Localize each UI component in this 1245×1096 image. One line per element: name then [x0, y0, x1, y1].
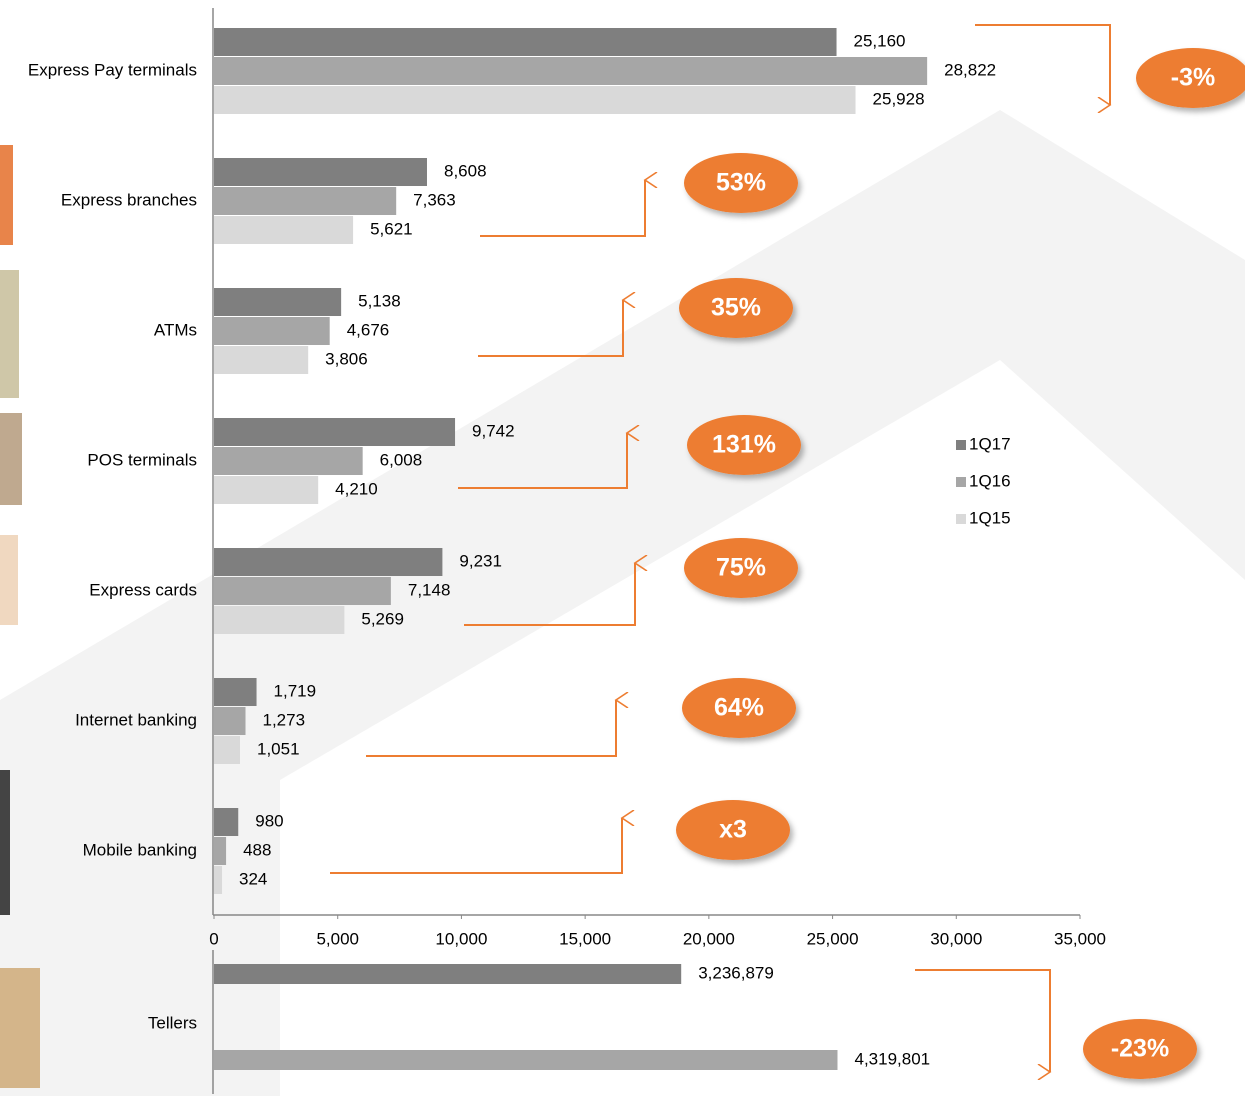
value-label: 324 [239, 869, 267, 888]
legend-swatch [956, 477, 966, 487]
bar [214, 866, 223, 894]
growth-badge [1083, 1019, 1197, 1079]
bar [214, 288, 342, 316]
growth-badge [684, 538, 798, 598]
legend-swatch [956, 514, 966, 524]
x-tick-label: 25,000 [807, 929, 859, 948]
bar [214, 606, 345, 634]
legend-label: 1Q15 [969, 508, 1011, 527]
growth-badge [679, 278, 793, 338]
bar [214, 678, 257, 706]
value-label: 1,719 [274, 681, 317, 700]
bar [214, 548, 443, 576]
legend-label: 1Q17 [969, 434, 1011, 453]
growth-label: x3 [719, 816, 747, 844]
x-tick-label: 10,000 [435, 929, 487, 948]
bar [214, 418, 456, 446]
category-label: Internet banking [75, 710, 197, 729]
category-label: Express branches [61, 190, 197, 209]
value-label: 25,160 [854, 31, 906, 50]
left-photos [0, 145, 40, 1088]
value-label: 5,269 [361, 609, 404, 628]
bar [214, 736, 241, 764]
x-tick-label: 15,000 [559, 929, 611, 948]
category-label: Mobile banking [83, 840, 197, 859]
growth-badge [676, 800, 790, 860]
bar [214, 808, 239, 836]
value-label: 4,210 [335, 479, 378, 498]
value-label: 8,608 [444, 161, 487, 180]
growth-badge [684, 153, 798, 213]
x-tick-label: 20,000 [683, 929, 735, 948]
bar [214, 187, 397, 215]
growth-label: -3% [1171, 64, 1215, 92]
growth-label: 131% [712, 431, 776, 459]
bar [214, 57, 928, 85]
value-label: 4,319,801 [854, 1049, 930, 1068]
bar [214, 577, 391, 605]
value-label: 488 [243, 840, 271, 859]
x-tick-label: 30,000 [930, 929, 982, 948]
category-label: Tellers [148, 1013, 197, 1032]
value-label: 4,676 [347, 320, 390, 339]
value-label: 9,231 [459, 551, 502, 570]
growth-badge [1136, 48, 1245, 108]
bar [214, 707, 246, 735]
value-label: 1,273 [262, 710, 305, 729]
category-label: POS terminals [87, 450, 197, 469]
value-label: 3,236,879 [698, 963, 774, 982]
growth-label: 53% [716, 169, 766, 197]
bar [214, 216, 354, 244]
bar [214, 158, 427, 186]
bar [214, 476, 319, 504]
background-chevron [0, 110, 1245, 1096]
bar [214, 837, 227, 865]
growth-label: 35% [711, 294, 761, 322]
value-label: 25,928 [873, 89, 925, 108]
x-tick-label: 35,000 [1054, 929, 1106, 948]
growth-label: 75% [716, 554, 766, 582]
value-label: 3,806 [325, 349, 368, 368]
value-label: 9,742 [472, 421, 515, 440]
value-label: 7,148 [408, 580, 451, 599]
category-label: Express Pay terminals [28, 60, 197, 79]
bar [214, 447, 363, 475]
bar [214, 86, 856, 114]
x-tick-label: 0 [209, 929, 218, 948]
value-label: 6,008 [380, 450, 423, 469]
category-label: ATMs [154, 320, 197, 339]
value-label: 28,822 [944, 60, 996, 79]
value-label: 5,621 [370, 219, 413, 238]
value-label: 5,138 [358, 291, 401, 310]
bar [214, 1050, 838, 1070]
growth-arrows [330, 24, 1110, 1072]
bar [214, 964, 682, 984]
value-label: 1,051 [257, 739, 300, 758]
category-label: Express cards [89, 580, 197, 599]
bar [214, 346, 309, 374]
bar [214, 317, 330, 345]
value-label: 980 [255, 811, 283, 830]
bar [214, 28, 837, 56]
legend-label: 1Q16 [969, 471, 1011, 490]
growth-label: -23% [1111, 1035, 1169, 1063]
legend-swatch [956, 440, 966, 450]
growth-badge [687, 415, 801, 475]
value-label: 7,363 [413, 190, 456, 209]
growth-label: 64% [714, 694, 764, 722]
growth-badge [682, 678, 796, 738]
x-tick-label: 5,000 [316, 929, 359, 948]
